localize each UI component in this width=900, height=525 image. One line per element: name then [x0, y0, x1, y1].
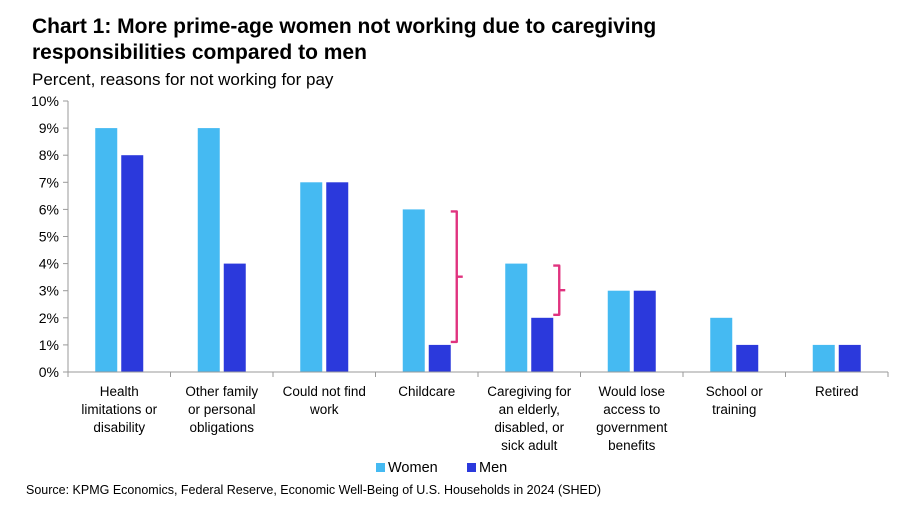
- y-tick-label: 10%: [31, 93, 59, 109]
- bar-men: [736, 344, 759, 372]
- bar-men: [838, 344, 861, 372]
- bar-women: [402, 209, 425, 372]
- bar-women: [95, 128, 118, 372]
- difference-brackets: [450, 210, 566, 344]
- bar-men: [223, 263, 246, 372]
- y-tick-label: 6%: [39, 201, 59, 217]
- y-tick-label: 3%: [39, 283, 59, 299]
- legend-swatch: [376, 463, 385, 472]
- category-label: Would lose access to government benefits: [596, 384, 668, 453]
- category-label: Caregiving for an elderly, disabled, or sic…: [487, 384, 572, 453]
- source-note: Source: KPMG Economics, Federal Reserve,…: [26, 483, 602, 497]
- chart-subtitle: Percent, reasons for not working for pay: [32, 70, 334, 89]
- bar-men: [121, 155, 144, 372]
- bar-men: [326, 182, 349, 372]
- y-tick-label: 8%: [39, 147, 59, 163]
- bar-women: [300, 182, 323, 372]
- bar-men: [531, 317, 554, 372]
- y-axis: 0% 1% 2% 3% 4% 5% 6% 7% 8% 9% 10%: [31, 93, 69, 380]
- gap-bracket: [450, 210, 463, 344]
- y-tick-label: 1%: [39, 337, 59, 353]
- bar-women: [607, 290, 630, 372]
- bar-women: [197, 128, 220, 372]
- legend: Women Men: [376, 460, 507, 476]
- legend-label: Men: [479, 460, 507, 476]
- y-tick-label: 2%: [39, 310, 59, 326]
- category-label: Could not find work: [283, 384, 366, 417]
- gap-bracket: [553, 264, 566, 316]
- bars: [95, 128, 861, 372]
- y-tick-label: 0%: [39, 364, 59, 380]
- legend-label: Women: [388, 460, 438, 476]
- bar-women: [812, 344, 835, 372]
- y-tick-label: 7%: [39, 174, 59, 190]
- chart-title: Chart 1: More prime-age women not workin…: [32, 15, 657, 64]
- category-label: School or training: [706, 384, 764, 417]
- x-axis: Health limitations or disability Other fami…: [67, 371, 889, 453]
- category-label: Childcare: [398, 384, 455, 399]
- y-tick-label: 4%: [39, 256, 59, 272]
- bar-men: [428, 344, 451, 372]
- bar-women: [710, 317, 733, 372]
- bar-men: [633, 290, 656, 372]
- legend-swatch: [467, 463, 476, 472]
- y-tick-label: 5%: [39, 229, 59, 245]
- category-label: Other family or personal obligations: [185, 384, 258, 435]
- category-label: Health limitations or disability: [81, 384, 157, 435]
- category-label: Retired: [815, 384, 859, 399]
- bar-women: [505, 263, 528, 372]
- y-tick-label: 9%: [39, 120, 59, 136]
